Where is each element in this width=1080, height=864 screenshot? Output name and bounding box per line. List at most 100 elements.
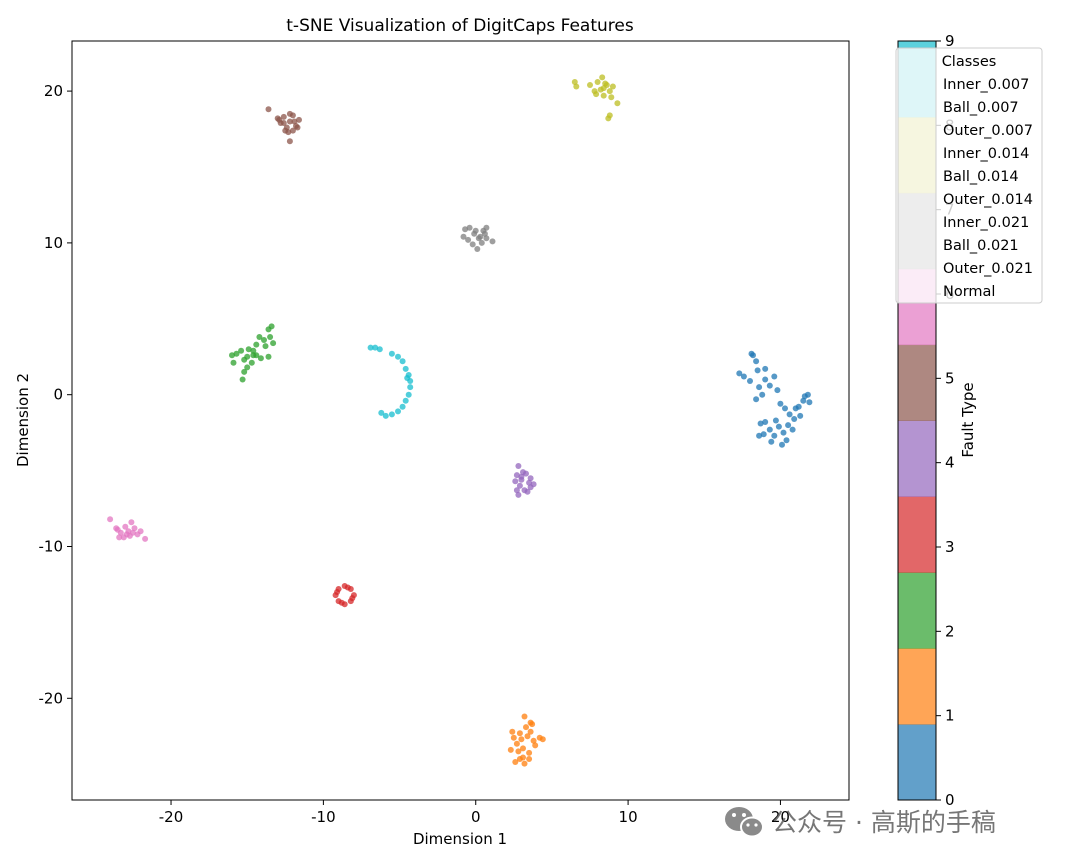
scatter-point-class-0 bbox=[766, 426, 773, 433]
scatter-point-class-0 bbox=[753, 396, 760, 403]
y-tick-label: 10 bbox=[44, 234, 63, 252]
scatter-point-class-7 bbox=[483, 224, 490, 231]
scatter-point-class-2 bbox=[239, 376, 246, 383]
scatter-point-class-0 bbox=[774, 387, 781, 394]
legend-entry: Ball_0.007 bbox=[943, 100, 1019, 116]
scatter-point-class-2 bbox=[250, 352, 257, 359]
scatter-point-class-0 bbox=[775, 423, 782, 430]
scatter-point-class-0 bbox=[800, 397, 807, 404]
scatter-point-class-0 bbox=[766, 382, 773, 389]
scatter-point-class-0 bbox=[762, 376, 769, 383]
scatter-point-class-2 bbox=[267, 334, 274, 340]
legend-title: Classes bbox=[942, 54, 997, 70]
legend-box bbox=[895, 47, 1043, 304]
legend-entry: Outer_0.007 bbox=[943, 123, 1033, 139]
scatter-point-class-8 bbox=[614, 100, 621, 107]
scatter-point-class-4 bbox=[530, 481, 537, 488]
colorbar-tick-label: 3 bbox=[945, 538, 955, 556]
scatter-point-class-5 bbox=[286, 118, 293, 125]
x-tick-label: -20 bbox=[159, 808, 184, 826]
scatter-point-class-0 bbox=[762, 419, 769, 425]
scatter-point-class-0 bbox=[753, 358, 760, 365]
scatter-point-class-8 bbox=[587, 82, 593, 88]
scatter-point-class-1 bbox=[529, 721, 536, 728]
scatter-point-class-0 bbox=[754, 367, 761, 374]
scatter-point-class-1 bbox=[512, 759, 519, 765]
scatter-point-class-5 bbox=[265, 106, 272, 113]
scatter-point-class-0 bbox=[771, 373, 778, 380]
scatter-point-class-7 bbox=[465, 236, 472, 243]
legend-entry: Inner_0.014 bbox=[943, 146, 1029, 162]
scatter-point-class-0 bbox=[783, 437, 790, 444]
scatter-point-class-8 bbox=[599, 74, 606, 81]
scatter-point-class-9 bbox=[367, 344, 374, 351]
scatter-point-class-2 bbox=[261, 337, 267, 343]
y-tick-label: -20 bbox=[39, 689, 64, 707]
scatter-point-class-1 bbox=[524, 733, 531, 740]
x-axis: -20 -10 0 10 20 bbox=[159, 800, 790, 826]
scatter-point-class-5 bbox=[294, 124, 301, 131]
colorbar-segment-2 bbox=[898, 572, 936, 649]
scatter-point-class-4 bbox=[513, 487, 520, 494]
scatter-point-class-1 bbox=[507, 746, 514, 753]
scatter-point-class-0 bbox=[772, 417, 779, 424]
scatter-point-class-8 bbox=[609, 83, 616, 90]
scatter-point-class-0 bbox=[759, 391, 766, 398]
scatter-point-class-8 bbox=[606, 88, 613, 95]
scatter-point-class-1 bbox=[523, 724, 529, 731]
scatter-point-class-8 bbox=[600, 92, 607, 99]
scatter-point-class-8 bbox=[594, 79, 601, 85]
scatter-point-class-9 bbox=[404, 375, 411, 381]
scatter-point-class-0 bbox=[777, 400, 784, 407]
colorbar-tick-label: 0 bbox=[945, 791, 955, 809]
legend-entry: Normal bbox=[943, 284, 995, 300]
scatter-point-class-7 bbox=[489, 238, 496, 245]
legend-entry: Inner_0.021 bbox=[943, 215, 1029, 231]
scatter-point-class-9 bbox=[402, 365, 409, 372]
y-axis-label: Dimension 2 bbox=[14, 373, 32, 467]
scatter-point-class-2 bbox=[270, 340, 277, 347]
colorbar-tick-label: 2 bbox=[945, 622, 955, 640]
scatter-point-class-0 bbox=[779, 441, 785, 448]
y-tick-label: 20 bbox=[44, 82, 63, 100]
scatter-point-class-7 bbox=[469, 241, 476, 248]
legend-entry: Outer_0.014 bbox=[943, 192, 1033, 208]
scatter-point-class-0 bbox=[756, 384, 763, 391]
y-tick-label: -10 bbox=[39, 537, 64, 555]
scatter-point-class-5 bbox=[289, 127, 296, 134]
chart-title: t-SNE Visualization of DigitCaps Feature… bbox=[286, 16, 634, 36]
scatter-point-class-0 bbox=[801, 393, 808, 400]
scatter-point-class-9 bbox=[376, 346, 383, 353]
scatter-point-class-0 bbox=[791, 416, 798, 422]
scatter-point-class-7 bbox=[472, 227, 479, 234]
colorbar-segment-3 bbox=[898, 496, 936, 573]
scatter-point-class-7 bbox=[460, 233, 467, 240]
scatter-point-class-8 bbox=[593, 91, 600, 98]
colorbar-tick-label: 5 bbox=[945, 369, 955, 387]
scatter-point-class-0 bbox=[785, 422, 792, 429]
scatter-point-class-1 bbox=[513, 740, 520, 747]
scatter-point-class-9 bbox=[395, 353, 401, 360]
scatter-point-class-5 bbox=[276, 116, 283, 123]
scatter-point-class-1 bbox=[526, 756, 533, 762]
scatter-point-class-3 bbox=[344, 584, 351, 591]
scatter-point-class-1 bbox=[532, 742, 539, 749]
scatter-point-class-9 bbox=[399, 403, 406, 410]
legend-entry: Ball_0.021 bbox=[943, 238, 1019, 254]
scatter-point-class-6 bbox=[116, 534, 123, 541]
scatter-point-class-6 bbox=[128, 519, 135, 526]
colorbar-frame bbox=[897, 40, 937, 801]
scatter-point-class-5 bbox=[280, 113, 287, 120]
scatter-points bbox=[107, 74, 813, 767]
scatter-point-class-1 bbox=[520, 745, 526, 752]
scatter-point-class-7 bbox=[478, 239, 485, 246]
x-tick-label: -10 bbox=[311, 808, 336, 826]
scatter-point-class-0 bbox=[797, 412, 804, 419]
scatter-point-class-4 bbox=[516, 482, 523, 489]
scatter-point-class-8 bbox=[602, 80, 609, 87]
scatter-point-class-5 bbox=[282, 127, 289, 134]
scatter-point-class-0 bbox=[756, 432, 763, 439]
watermark-text: 公众号 · 高斯的手稿 bbox=[772, 808, 996, 837]
scatter-point-class-0 bbox=[782, 405, 788, 412]
